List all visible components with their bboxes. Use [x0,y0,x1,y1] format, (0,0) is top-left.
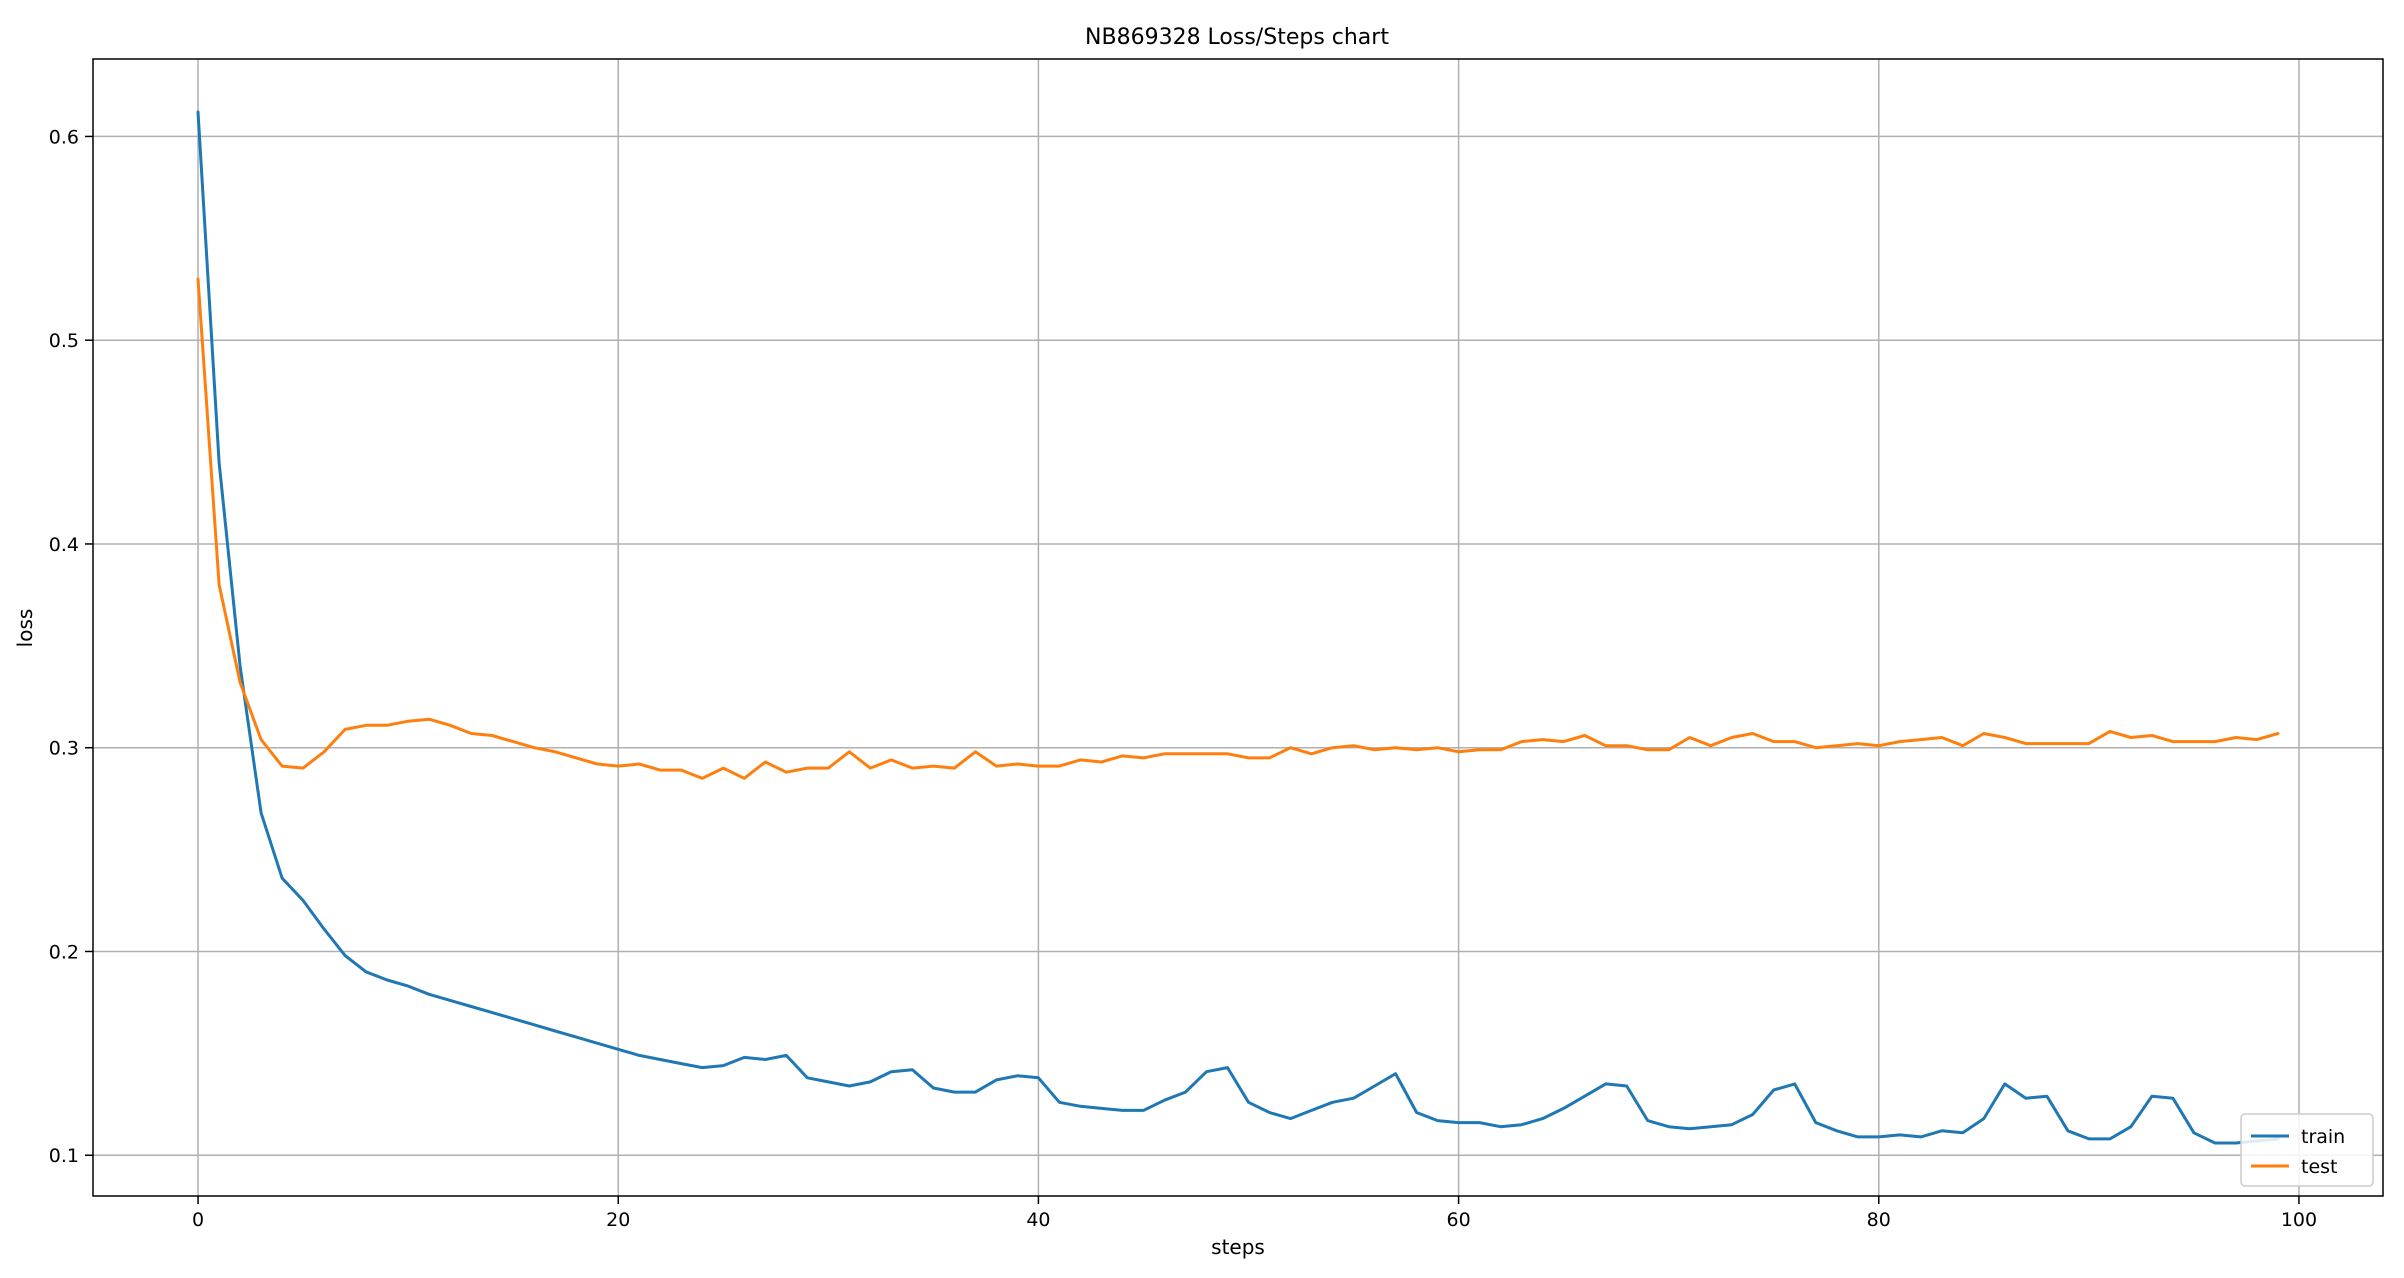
x-tick-label: 40 [1026,1209,1050,1231]
x-tick-label: 100 [2281,1209,2317,1231]
legend: train test [2240,1113,2374,1187]
chart-title: NB869328 Loss/Steps chart [1085,25,1389,50]
axis-ticks: 0 20 40 60 80 100 0.1 0.2 0.3 0.4 0.5 0.6 [49,126,2317,1231]
series-line-train [196,110,2280,1145]
x-axis-label: steps [1211,1235,1265,1259]
x-tick-label: 0 [192,1209,204,1231]
y-axis-label: loss [13,609,37,648]
y-tick-label: 0.4 [49,534,79,556]
legend-label-train: train [2301,1126,2345,1148]
y-tick-label: 0.5 [49,330,79,352]
y-tick-label: 0.1 [49,1145,79,1167]
y-tick-label: 0.3 [49,738,79,760]
x-tick-label: 60 [1447,1209,1471,1231]
y-tick-label: 0.6 [49,126,79,148]
x-tick-label: 80 [1867,1209,1891,1231]
grid-lines [93,59,2383,1196]
series-lines [196,110,2280,1145]
y-tick-label: 0.2 [49,941,79,963]
series-line-test [196,277,2280,780]
plot-frame [92,58,2384,1197]
x-tick-label: 20 [606,1209,630,1231]
legend-label-test: test [2301,1156,2338,1178]
legend-box [2240,1113,2374,1187]
